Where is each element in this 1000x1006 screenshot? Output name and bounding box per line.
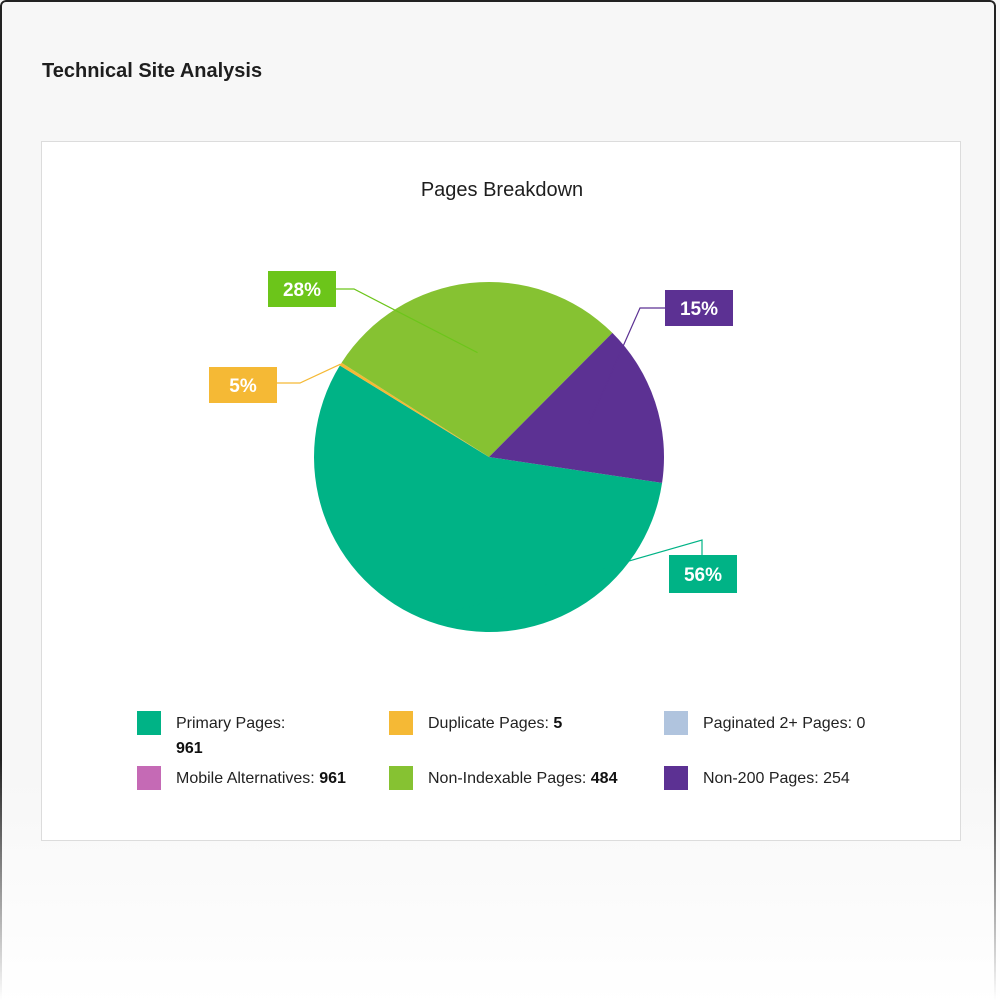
slice-percent-label: 5% [229,376,257,397]
callout-box [669,555,737,593]
legend-label: Non-Indexable Pages: [428,770,587,787]
pie-slice-primary-pages[interactable] [314,365,663,632]
chart-legend: Primary Pages: 961 Duplicate Pages: 5 Pag… [42,142,962,842]
callout-box [665,290,733,326]
slice-percent-label: 15% [680,299,718,320]
legend-label: Primary Pages: [176,715,286,732]
legend-item-non-indexable-pages[interactable]: Non-Indexable Pages: 484 [389,766,617,791]
callout-line [277,363,341,384]
legend-swatch [137,766,161,790]
callout-line [336,288,478,354]
pie-slice-duplicate-pages[interactable] [339,362,489,457]
slice-percent-label: 56% [684,565,722,586]
legend-swatch [389,766,413,790]
legend-value: 961 [176,740,203,757]
pie-chart: Pages Breakdown 56% 5% 28% 15% [209,179,737,632]
callout-line [430,539,703,619]
legend-item-duplicate-pages[interactable]: Duplicate Pages: 5 [389,711,562,736]
legend-swatch [137,711,161,735]
legend-label: Mobile Alternatives: [176,770,315,787]
legend-label: Non-200 Pages: [703,770,819,787]
page-title: Technical Site Analysis [42,60,263,82]
legend-swatch [664,711,688,735]
legend-swatch [664,766,688,790]
chart-card: Pages Breakdown 56% 5% 28% 15% Primary Page… [41,141,961,841]
legend-item-non-200-pages[interactable]: Non-200 Pages: 254 [664,766,850,791]
callout-box [209,367,277,403]
chart-title: Pages Breakdown [421,179,583,201]
pie-slice-non-200-pages[interactable] [489,332,665,483]
callout-box [268,271,336,307]
legend-value: 5 [553,715,563,732]
legend-item-paginated-pages[interactable]: Paginated 2+ Pages: 0 [664,711,865,736]
pie-callouts: 56% 5% 28% 15% [209,271,737,619]
pie-slices [314,282,665,632]
legend-value: 961 [319,770,346,787]
callout-line [588,307,665,425]
legend-item-primary-pages[interactable]: Primary Pages: 961 [137,711,307,761]
legend-value: 0 [856,715,866,732]
slice-percent-label: 28% [283,280,321,301]
legend-label: Duplicate Pages: [428,715,549,732]
pie-slice-non-indexable-pages[interactable] [341,282,613,457]
legend-value: 484 [590,770,618,787]
legend-swatch [389,711,413,735]
legend-value: 254 [823,770,850,787]
legend-item-mobile-alternatives[interactable]: Mobile Alternatives: 961 [137,766,346,791]
legend-label: Paginated 2+ Pages: [703,715,853,732]
